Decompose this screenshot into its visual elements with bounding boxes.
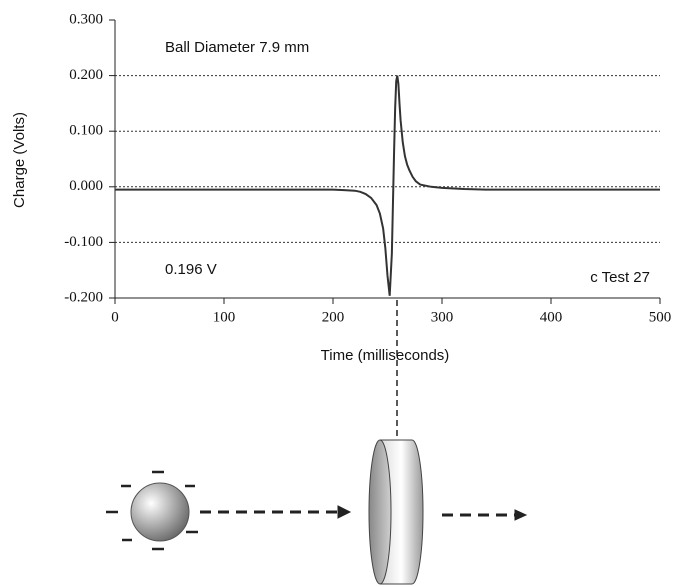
ball [130, 482, 190, 542]
y-axis-title: Charge (Volts) [11, 112, 28, 208]
annotation: 0.196 V [165, 261, 217, 278]
y-tick-label: 0.100 [69, 123, 103, 139]
annotation: c Test 27 [590, 269, 650, 286]
x-tick-label: 0 [111, 309, 119, 325]
y-tick-label: 0.000 [69, 178, 103, 194]
y-tick-label: 0.300 [69, 11, 103, 27]
diagram [106, 300, 528, 585]
y-tick-label: -0.100 [64, 234, 103, 250]
cylinder [379, 439, 424, 585]
x-axis-title: Time (milliseconds) [321, 347, 450, 364]
x-tick-label: 400 [540, 309, 563, 325]
x-tick-label: 100 [213, 309, 236, 325]
annotation: Ball Diameter 7.9 mm [165, 39, 309, 56]
cylinder-face [368, 439, 392, 585]
y-tick-label: -0.200 [64, 289, 103, 305]
x-tick-label: 200 [322, 309, 345, 325]
x-tick-label: 500 [649, 309, 672, 325]
y-tick-label: 0.200 [69, 67, 103, 83]
charges [106, 470, 198, 551]
arrow-head [337, 505, 352, 519]
x-tick-label: 300 [431, 309, 454, 325]
arrow-head [514, 509, 528, 521]
data-line [115, 75, 660, 296]
